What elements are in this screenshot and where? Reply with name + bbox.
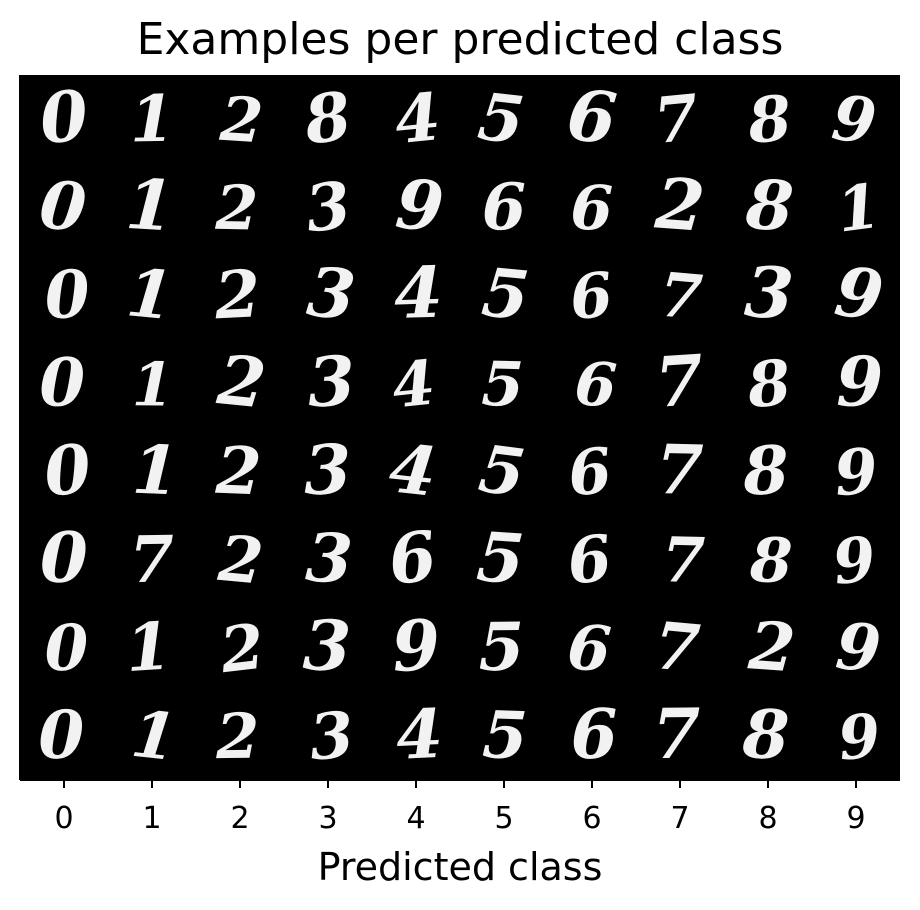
digit-example-r0-c3: 8 [299,76,356,160]
x-axis-label: Predicted class [317,845,603,889]
digit-example-r2-c1: 1 [123,253,176,335]
digit-example-r6-c2: 2 [216,609,268,687]
digit-example-r2-c2: 2 [212,256,262,334]
digit-example-r5-c3: 3 [304,518,355,599]
digit-example-r7-c4: 4 [394,694,444,775]
digit-example-r1-c1: 1 [124,164,177,248]
digit-example-r2-c4: 4 [393,251,444,335]
digit-example-r3-c5: 5 [481,349,525,421]
digit-example-r1-c8: 8 [743,165,796,248]
digit-example-r2-c7: 7 [656,260,704,334]
digit-example-r4-c6: 6 [564,434,615,511]
digit-example-r1-c2: 2 [214,173,259,245]
digit-examples: 0 1 2 8 4 5 6 7 8 90 1 2 3 9 6 6 2 8 10 1 2 3 4 5 6 7 3 90 1 2 3 4 5 6 7 8 9… [36,73,888,776]
digit-example-r1-c3: 3 [302,168,355,248]
digit-example-r5-c1: 7 [129,522,175,598]
digit-example-r0-c5: 5 [474,79,528,160]
digit-example-r6-c1: 1 [124,608,174,687]
x-tick-label-9: 9 [846,801,865,836]
digit-example-r2-c5: 5 [479,252,533,335]
x-tick-label-6: 6 [582,801,601,836]
digit-example-r7-c6: 6 [570,694,619,775]
digit-example-r7-c2: 2 [215,700,260,773]
x-tick-label-3: 3 [318,801,337,836]
digit-example-r6-c8: 2 [745,606,797,687]
digit-example-r7-c8: 8 [740,694,790,775]
digit-example-r3-c6: 6 [573,349,619,422]
digit-example-r1-c0: 0 [36,165,89,247]
digit-example-r5-c5: 5 [474,517,527,600]
digit-example-r5-c7: 7 [661,523,706,597]
digit-example-r2-c6: 6 [566,259,616,334]
digit-example-r3-c7: 7 [653,340,706,424]
digit-example-r4-c8: 8 [740,431,791,511]
digit-example-r0-c4: 4 [391,79,444,159]
digit-example-r7-c0: 0 [38,696,85,774]
digit-example-r3-c0: 0 [39,343,86,422]
digit-example-r6-c3: 3 [302,605,352,687]
digit-example-r5-c4: 6 [384,516,441,601]
digit-example-r5-c6: 6 [563,520,615,599]
digit-example-r6-c4: 9 [390,604,443,688]
x-tick-label-2: 2 [230,801,249,836]
digit-example-r0-c7: 7 [651,80,702,158]
digit-example-r7-c3: 3 [306,697,356,775]
digit-example-r2-c0: 0 [42,256,92,335]
digit-example-r0-c6: 6 [563,73,620,160]
x-tick-label-8: 8 [758,801,777,836]
digit-example-r4-c7: 7 [655,430,704,511]
digit-example-r1-c9: 1 [833,171,884,247]
digit-example-r6-c6: 6 [565,610,614,686]
digit-example-r6-c0: 0 [44,610,90,685]
digit-example-r4-c9: 9 [831,434,880,510]
digit-example-r0-c8: 8 [744,81,795,158]
image-grid-background [20,75,900,780]
digit-example-r6-c7: 7 [651,608,703,688]
digit-example-r3-c9: 9 [836,342,884,422]
x-tick-label-7: 7 [670,801,689,836]
x-tick-label-5: 5 [494,801,513,836]
digit-example-r7-c1: 1 [128,697,180,776]
digit-example-r3-c8: 8 [743,345,795,422]
digit-example-r1-c6: 6 [570,173,614,245]
digit-example-r4-c2: 2 [214,433,263,511]
digit-example-r5-c9: 9 [829,523,880,599]
digit-example-r1-c5: 6 [481,170,527,246]
digit-example-r5-c2: 2 [215,521,266,599]
digit-example-r6-c9: 9 [833,609,884,688]
digit-example-r2-c3: 3 [304,252,359,336]
chart-title: Examples per predicted class [136,14,784,65]
digit-example-r3-c3: 3 [306,341,357,423]
x-tick-label-1: 1 [142,801,161,836]
digit-example-r3-c1: 1 [132,350,174,420]
digit-example-r4-c0: 0 [40,428,95,512]
digit-example-r5-c8: 8 [748,525,793,597]
digit-example-r7-c7: 7 [652,694,701,775]
x-tick-label-4: 4 [406,801,425,836]
digit-example-r7-c9: 9 [835,701,884,775]
digit-example-r3-c4: 4 [389,347,439,422]
digit-example-r3-c2: 2 [213,340,269,424]
digit-example-r1-c7: 2 [652,161,708,247]
digit-example-r0-c2: 2 [217,84,265,158]
digit-example-r4-c3: 3 [303,430,353,511]
digit-example-r1-c4: 9 [392,164,447,248]
digit-example-r0-c0: 0 [36,75,92,161]
digit-example-r4-c1: 1 [131,430,181,511]
digit-example-r2-c8: 3 [743,250,796,336]
x-tick-label-0: 0 [54,801,73,836]
digit-example-r4-c5: 5 [475,431,530,512]
digit-example-r4-c4: 4 [386,428,441,512]
digit-example-r2-c9: 9 [830,252,887,337]
digit-example-r6-c5: 5 [478,608,525,687]
digit-example-r7-c5: 5 [481,697,529,775]
digit-example-r0-c1: 1 [129,82,175,158]
digit-example-r5-c0: 0 [40,517,89,598]
digit-example-r0-c9: 9 [828,81,880,159]
